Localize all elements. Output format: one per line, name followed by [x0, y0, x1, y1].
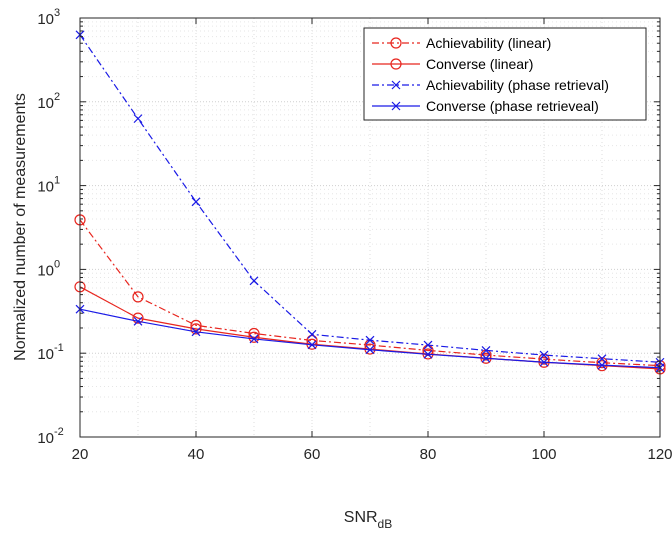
series-layer [74, 30, 666, 375]
marker-stroke [391, 80, 401, 90]
y-tick-label: 10 [37, 262, 54, 279]
data-point-x [249, 334, 259, 344]
marker-stroke [391, 101, 401, 111]
marker-stroke [133, 114, 143, 124]
legend-swatch-marker [390, 58, 402, 70]
y-tick-label: 10 [37, 95, 54, 112]
legend-swatch-marker [390, 37, 402, 49]
legend-label: Achievability (linear) [426, 35, 551, 51]
legend-entry: Converse (linear) [372, 56, 533, 72]
x-tick-label: 60 [304, 446, 321, 463]
data-point-circle [190, 323, 202, 335]
marker-stroke [307, 340, 317, 350]
series-3 [75, 30, 665, 367]
legend-entry: Achievability (phase retrieval) [372, 77, 609, 93]
marker-stroke [423, 349, 433, 359]
axes [79, 17, 661, 438]
y-tick-exponent: 3 [54, 7, 60, 19]
marker-stroke [539, 357, 549, 367]
y-tick-exponent: 2 [54, 91, 60, 103]
marker-stroke [597, 354, 607, 364]
x-tick-label: 40 [188, 446, 205, 463]
data-point-x [365, 335, 375, 345]
marker-stroke [307, 329, 317, 339]
y-tick-exponent: -1 [54, 342, 64, 354]
data-point-x [423, 349, 433, 359]
data-point-x [307, 329, 317, 339]
marker-stroke [191, 327, 201, 337]
data-point-circle [190, 319, 202, 331]
y-tick-label: 10 [37, 11, 54, 28]
y-tick-exponent-label: 3 [54, 7, 60, 19]
data-point-x [481, 345, 491, 355]
marker-stroke [423, 340, 433, 350]
legend-box [363, 27, 647, 121]
legend-label: Converse (phase retrieveal) [426, 98, 599, 114]
marker-stroke [365, 335, 375, 345]
axes-box [79, 17, 661, 438]
legend-entry: Achievability (linear) [372, 35, 551, 51]
y-tick-exponent-label: 1 [54, 175, 60, 187]
legend-entry: Converse (phase retrieveal) [372, 98, 599, 114]
x-axis-label: SNRdB [344, 509, 392, 531]
data-point-x [191, 197, 201, 207]
data-point-circle [248, 331, 260, 343]
y-tick-exponent: 0 [54, 258, 60, 270]
marker-stroke [597, 360, 607, 370]
data-point-x [597, 360, 607, 370]
y-tick-label: 10 [37, 346, 54, 363]
grid [79, 17, 661, 438]
data-point-x [133, 316, 143, 326]
legend: Achievability (linear) Converse (linear) A… [363, 27, 647, 121]
marker-stroke [481, 353, 491, 363]
y-axis-label: Normalized number of measurements [12, 93, 29, 361]
data-point-x [133, 114, 143, 124]
data-point-circle [132, 312, 144, 324]
data-point-x [365, 345, 375, 355]
data-point-x [423, 340, 433, 350]
marker-stroke [481, 345, 491, 355]
x-axis-label-subscript: dB [378, 517, 393, 531]
data-point-x [539, 350, 549, 360]
series-4 [75, 304, 665, 373]
marker-stroke [249, 334, 259, 344]
y-tick-exponent-label: 0 [54, 258, 60, 270]
marker-stroke [191, 197, 201, 207]
data-point-x [481, 353, 491, 363]
y-tick-exponent-label: -1 [54, 342, 64, 354]
data-point-circle [132, 291, 144, 303]
legend-label: Achievability (phase retrieval) [426, 77, 609, 93]
x-tick-label: 120 [647, 446, 672, 463]
legend-label: Converse (linear) [426, 56, 533, 72]
data-point-x [249, 276, 259, 286]
data-point-x [191, 327, 201, 337]
y-tick-label: 10 [37, 430, 54, 447]
data-point-x [307, 340, 317, 350]
data-point-circle [538, 353, 550, 365]
y-tick-exponent-label: -2 [54, 426, 64, 438]
y-tick-exponent: 1 [54, 175, 60, 187]
x-tick-label: 20 [72, 446, 89, 463]
x-tick-label: 100 [531, 446, 556, 463]
marker-stroke [133, 316, 143, 326]
marker-stroke [539, 350, 549, 360]
data-point-x [597, 354, 607, 364]
y-tick-label: 10 [37, 179, 54, 196]
marker-stroke [365, 345, 375, 355]
data-point-circle [596, 357, 608, 369]
y-tick-exponent: -2 [54, 426, 64, 438]
series-line [79, 219, 661, 367]
marker-stroke [249, 276, 259, 286]
data-point-x [539, 357, 549, 367]
legend-swatch-marker [391, 80, 401, 90]
y-tick-exponent-label: 2 [54, 91, 60, 103]
x-tick-label: 80 [420, 446, 437, 463]
legend-swatch-marker [391, 101, 401, 111]
